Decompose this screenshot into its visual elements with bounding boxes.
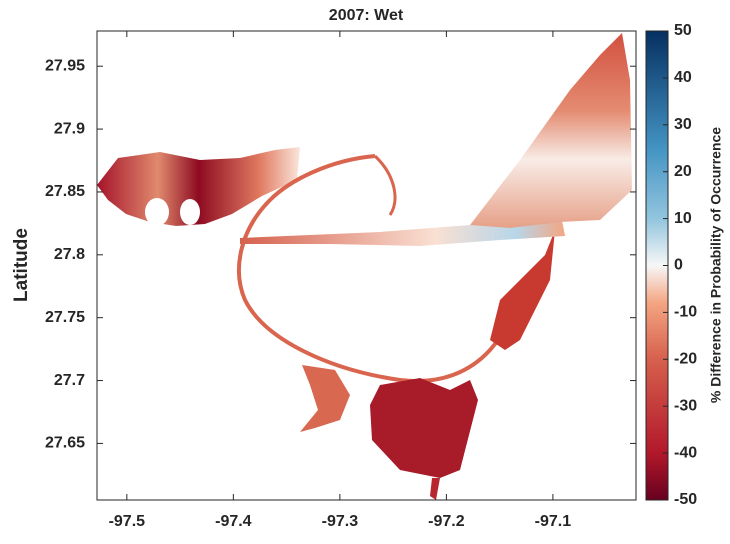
east-shore: [490, 230, 555, 350]
x-tick-label: -97.4: [215, 513, 252, 530]
colorbar-tick-label: -10: [674, 304, 697, 321]
y-tick-label: 27.65: [45, 435, 85, 452]
y-tick-label: 27.9: [54, 120, 85, 137]
x-tick-label: -97.3: [322, 513, 359, 530]
colorbar-tick-label: -20: [674, 351, 697, 368]
island: [180, 199, 200, 225]
colorbar-tick-label: -50: [674, 491, 697, 508]
colorbar-tick-label: 10: [674, 210, 692, 227]
colorbar-label: % Difference in Probability of Occurrenc…: [708, 127, 724, 403]
y-tick-label: 27.95: [45, 57, 85, 74]
colorbar-tick-label: 30: [674, 116, 692, 133]
island: [145, 198, 169, 226]
x-tick-label: -97.2: [428, 513, 465, 530]
y-tick-label: 27.8: [54, 246, 85, 263]
redfish-bay: [470, 33, 632, 228]
colorbar-tick-label: 50: [674, 22, 692, 39]
y-tick-label: 27.85: [45, 183, 85, 200]
y-tick-label: 27.75: [45, 309, 85, 326]
colorbar-tick-label: -40: [674, 444, 697, 461]
south-bay: [370, 378, 478, 478]
colorbar-tick-label: 0: [674, 257, 683, 274]
y-axis-label: Latitude: [11, 228, 32, 302]
upper-laguna: [300, 365, 350, 432]
plot-frame: [96, 30, 637, 501]
bay-rim: [237, 154, 550, 383]
north-arm: [373, 154, 397, 216]
colorbar-tick-label: 40: [674, 69, 692, 86]
map-shapes: [97, 33, 632, 500]
x-tick-label: -97.5: [109, 513, 146, 530]
colorbar-tick-label: 20: [674, 163, 692, 180]
y-tick-label: 27.7: [54, 372, 85, 389]
chart-title: 2007: Wet: [329, 7, 404, 24]
x-tick-label: -97.1: [535, 513, 572, 530]
ship-channel: [240, 210, 565, 246]
south-spit: [430, 478, 440, 500]
colorbar-tick-label: -30: [674, 397, 697, 414]
